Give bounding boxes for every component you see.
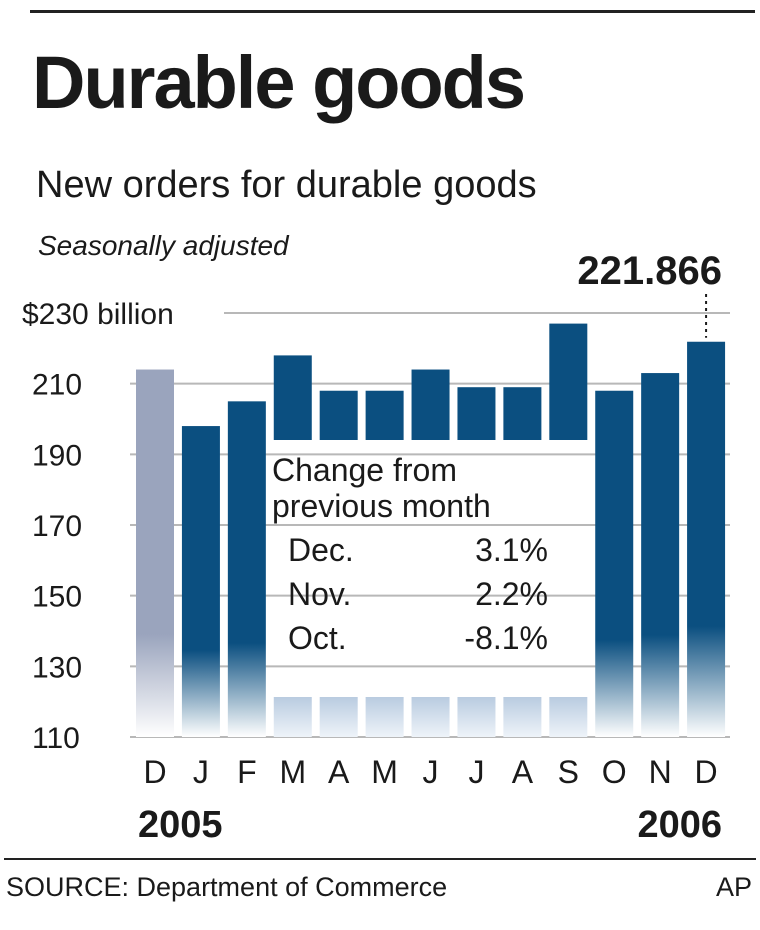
bar [319,390,358,440]
y-tick-label: 150 [32,581,82,614]
bar [411,369,450,440]
inset-row: Nov. 2.2% [288,572,548,616]
y-tick-label: 190 [32,439,82,472]
bar [457,387,496,440]
bar-base [457,697,496,737]
x-tick-label: M [279,754,306,790]
chart-title: Durable goods [32,41,526,124]
x-tick-label: A [328,754,350,790]
bar [273,355,312,440]
year-label: 2005 [138,804,223,846]
inset-table: Dec. 3.1% Nov. 2.2% Oct. -8.1% [288,528,548,660]
y-tick-label: 170 [32,510,82,543]
inset-month: Nov. [288,576,352,612]
bar-base [503,697,542,737]
x-tick-label: N [649,754,672,790]
bar [687,341,726,737]
y-tick-label: $230 billion [22,298,174,331]
bar [503,387,542,440]
bar-base [273,697,312,737]
x-tick-label: J [423,754,439,790]
bar [549,323,588,440]
bar [136,369,174,737]
x-tick-label: J [468,754,484,790]
bar-base [319,697,358,737]
inset-change: -8.1% [464,620,548,656]
source-note: SOURCE: Department of Commerce [6,872,448,902]
x-tick-label: D [143,754,166,790]
x-tick-label: S [558,754,579,790]
inset-month: Dec. [288,532,354,568]
inset-change: 2.2% [475,576,548,612]
y-tick-label: 130 [32,651,82,684]
y-tick-label: 110 [32,722,80,755]
inset-month: Oct. [288,620,347,656]
chart-subtitle: New orders for durable goods [36,164,537,206]
inset-title-line2: previous month [272,488,491,524]
x-tick-label: O [602,754,627,790]
inset-row: Dec. 3.1% [288,528,548,572]
change-inset: Change from previous month Dec. 3.1% Nov… [272,454,548,660]
inset-change: 3.1% [475,532,548,568]
bar [595,390,634,737]
x-tick-label: F [237,754,257,790]
bottom-rule [4,858,756,860]
y-tick-label: 210 [32,369,82,402]
year-label: 2006 [637,804,722,846]
x-tick-label: J [193,754,209,790]
bar [181,426,220,737]
top-rule [30,10,755,13]
highlight-value-label: 221.866 [577,249,722,293]
bar-base [549,697,588,737]
credit-label: AP [715,872,752,902]
bar [641,373,680,737]
x-tick-label: D [695,754,718,790]
bar [365,390,404,440]
x-tick-label: A [512,754,534,790]
inset-title-line1: Change from [272,452,457,488]
bar-base [411,697,450,737]
x-tick-label: M [371,754,398,790]
bar-base [365,697,404,737]
bar [227,401,266,737]
inset-row: Oct. -8.1% [288,616,548,660]
chart-note: Seasonally adjusted [38,230,289,261]
